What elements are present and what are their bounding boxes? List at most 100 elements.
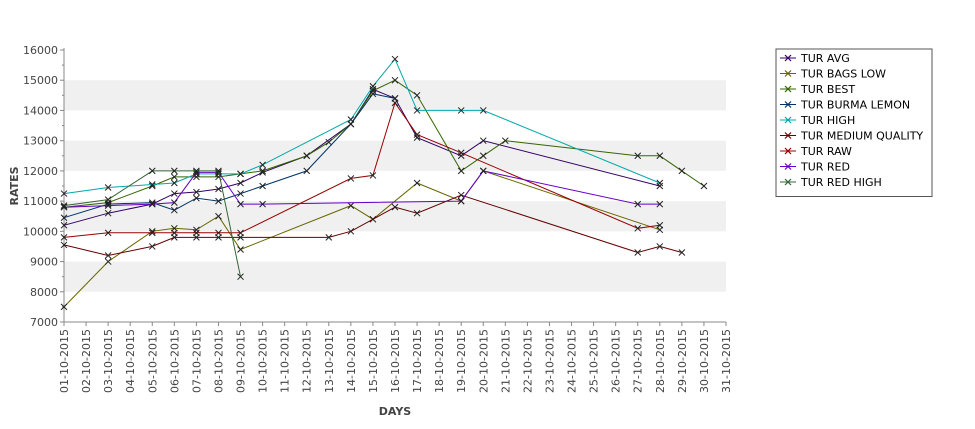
data-point xyxy=(237,200,244,208)
data-point xyxy=(391,55,399,63)
data-point xyxy=(170,206,178,214)
data-point xyxy=(347,116,355,123)
data-point-mark xyxy=(413,179,421,187)
x-tick-label: 01-10-2015 xyxy=(58,329,71,393)
legend-item: TUR MEDIUM QUALITY xyxy=(780,130,923,143)
data-point-mark xyxy=(60,221,68,229)
data-point-mark xyxy=(148,229,156,237)
data-point xyxy=(369,82,377,90)
data-point xyxy=(193,167,200,175)
data-point-mark xyxy=(391,99,399,107)
data-point-mark xyxy=(479,137,487,145)
data-point-mark xyxy=(215,185,222,193)
data-point-mark xyxy=(237,170,244,178)
legend-marker xyxy=(784,147,792,155)
legend-marker xyxy=(784,85,792,93)
data-point-mark xyxy=(457,167,465,175)
x-tick-label: 12-10-2015 xyxy=(301,329,314,393)
data-point-mark xyxy=(104,252,112,259)
legend-label: TUR BAGS LOW xyxy=(800,68,886,81)
series xyxy=(60,167,244,281)
data-point-mark xyxy=(413,91,421,99)
data-point-mark xyxy=(656,152,664,160)
data-point xyxy=(347,175,355,182)
data-point xyxy=(259,200,266,208)
x-tick-label: 04-10-2015 xyxy=(124,329,137,393)
x-tick-label: 08-10-2015 xyxy=(212,329,225,393)
series xyxy=(60,55,664,197)
legend-label: TUR AVG xyxy=(800,52,850,65)
y-tick-label: 7000 xyxy=(30,316,58,329)
data-point xyxy=(369,172,377,179)
data-point-mark xyxy=(215,212,222,220)
data-point-mark xyxy=(259,161,266,169)
data-point-mark xyxy=(634,152,642,160)
x-tick-label: 17-10-2015 xyxy=(411,329,424,393)
data-point xyxy=(413,131,421,138)
legend-label: TUR MEDIUM QUALITY xyxy=(800,130,923,143)
data-point xyxy=(60,190,68,197)
data-point xyxy=(148,167,156,175)
data-point xyxy=(215,212,222,220)
data-point-mark xyxy=(148,167,156,175)
data-point-mark xyxy=(656,179,664,187)
data-point-mark xyxy=(148,200,156,208)
data-point-mark xyxy=(325,138,333,146)
data-point xyxy=(170,229,178,237)
data-point-mark xyxy=(347,116,355,123)
data-point xyxy=(60,214,68,222)
legend-marker xyxy=(784,101,792,108)
x-tick-label: 24-10-2015 xyxy=(566,329,579,393)
data-point xyxy=(479,152,487,160)
data-point xyxy=(457,167,465,175)
data-point xyxy=(193,188,200,196)
legend-item: TUR RED xyxy=(780,161,850,174)
data-point-mark xyxy=(193,229,200,237)
legend-marker xyxy=(784,54,792,62)
legend-label: TUR RED xyxy=(800,161,850,174)
data-point xyxy=(656,179,664,187)
data-point-mark xyxy=(457,149,465,157)
data-point-mark xyxy=(60,303,68,311)
data-point xyxy=(148,181,156,188)
data-point-mark xyxy=(259,167,266,175)
x-tick-label: 28-10-2015 xyxy=(654,329,667,393)
series-line xyxy=(63,170,660,208)
legend-label: TUR BEST xyxy=(800,83,855,96)
data-point xyxy=(656,182,664,190)
grid-band xyxy=(64,261,726,292)
data-point-mark xyxy=(170,199,178,206)
data-point xyxy=(60,241,68,249)
data-point xyxy=(457,149,465,157)
y-tick-label: 13000 xyxy=(23,135,58,148)
data-point xyxy=(237,170,244,178)
x-tick-label: 06-10-2015 xyxy=(168,329,181,393)
data-point xyxy=(170,190,178,197)
data-point xyxy=(479,107,487,114)
data-point xyxy=(678,167,686,175)
data-point-mark xyxy=(237,273,244,281)
data-point-mark xyxy=(325,234,333,241)
data-point-mark xyxy=(104,196,112,203)
data-point-mark xyxy=(391,203,399,211)
x-tick-label: 25-10-2015 xyxy=(588,329,601,393)
x-tick-label: 15-10-2015 xyxy=(367,329,380,393)
y-tick-label: 11000 xyxy=(23,195,58,208)
series xyxy=(60,90,399,222)
y-tick-label: 14000 xyxy=(23,104,58,117)
series-lines xyxy=(60,55,708,311)
series-line xyxy=(63,88,660,226)
data-point-mark xyxy=(700,182,708,190)
data-point xyxy=(325,138,333,146)
x-axis: 01-10-2015 02-10-2015 03-10-2015 04-10-2015… xyxy=(58,321,733,393)
data-point-mark xyxy=(237,200,244,208)
data-point-mark xyxy=(170,206,178,214)
data-point xyxy=(60,221,68,229)
data-point-mark xyxy=(215,229,222,237)
x-tick-label: 29-10-2015 xyxy=(676,329,689,393)
data-point xyxy=(457,197,465,205)
data-point xyxy=(656,221,664,229)
data-point-mark xyxy=(237,190,244,197)
data-point-mark xyxy=(413,131,421,138)
